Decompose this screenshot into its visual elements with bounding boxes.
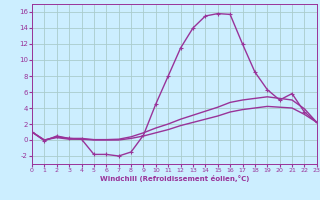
X-axis label: Windchill (Refroidissement éolien,°C): Windchill (Refroidissement éolien,°C) xyxy=(100,175,249,182)
